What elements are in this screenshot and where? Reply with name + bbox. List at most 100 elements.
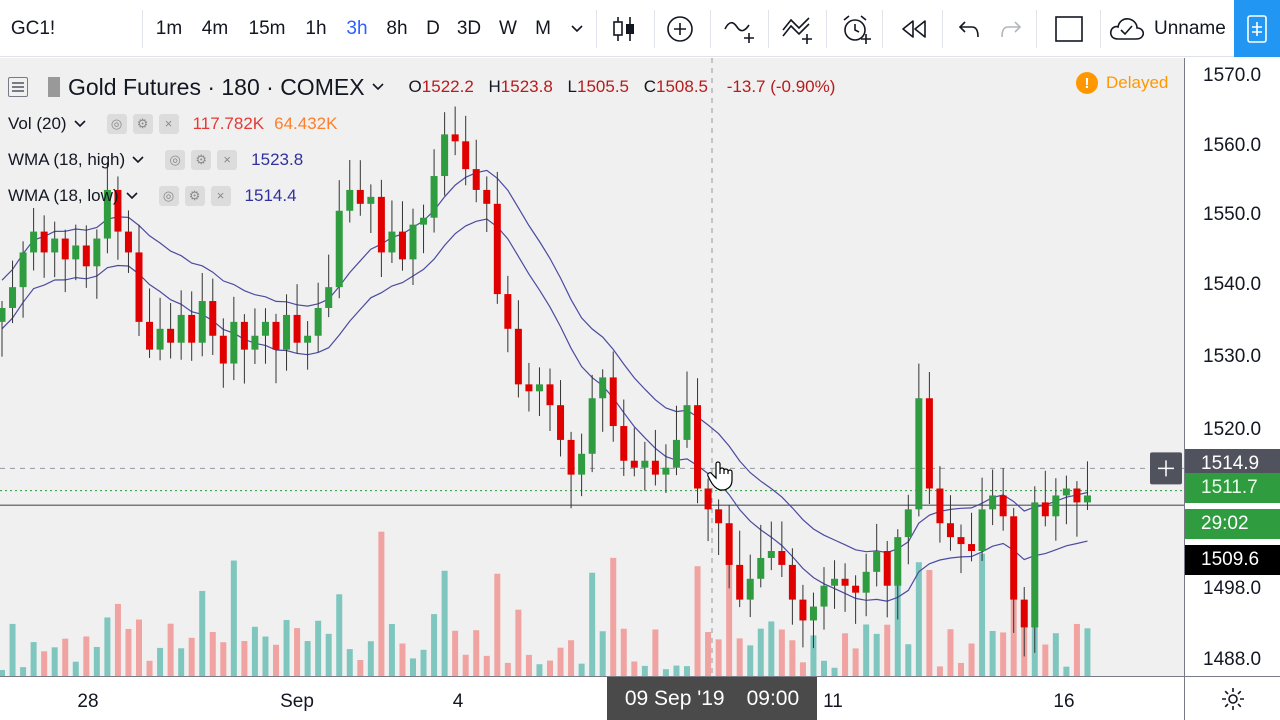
price-tick-label: 1530.0 bbox=[1203, 346, 1262, 367]
volume-bar bbox=[578, 663, 585, 676]
interval-W-button[interactable]: W bbox=[492, 0, 524, 57]
interval-3D-button[interactable]: 3D bbox=[450, 0, 488, 57]
volume-bar bbox=[114, 603, 121, 676]
interval-3h-button[interactable]: 3h bbox=[338, 0, 376, 57]
replay-button[interactable] bbox=[890, 0, 938, 57]
price-scale[interactable]: 1570.0 1560.0 1550.0 1540.0 1530.0 1520.… bbox=[1184, 58, 1280, 676]
volume-bar bbox=[473, 630, 480, 676]
wma-high-line bbox=[1, 169, 1088, 554]
fullscreen-button[interactable] bbox=[1046, 0, 1092, 57]
settings-icon[interactable]: ⚙ bbox=[132, 114, 153, 134]
undo-button[interactable] bbox=[950, 0, 988, 57]
interval-label: 8h bbox=[386, 17, 408, 39]
time-tick-label: 16 bbox=[1053, 691, 1075, 712]
interval-dropdown-button[interactable] bbox=[564, 0, 590, 57]
volume-bar bbox=[125, 628, 132, 676]
wma-low-line bbox=[1, 218, 1088, 602]
bar-countdown-label: 29:02 bbox=[1185, 509, 1280, 539]
volume-bar bbox=[589, 572, 596, 676]
volume-bar bbox=[652, 629, 659, 676]
interval-8h-button[interactable]: 8h bbox=[378, 0, 416, 57]
settings-icon[interactable]: ⚙ bbox=[184, 186, 205, 206]
price-tick-label: 1540.0 bbox=[1203, 274, 1262, 295]
price-tick-label: 1520.0 bbox=[1203, 419, 1262, 440]
wma-high-label[interactable]: WMA (18, high) bbox=[8, 150, 126, 169]
candle-up bbox=[0, 307, 6, 322]
volume-bar bbox=[178, 648, 185, 676]
chevron-down-icon[interactable] bbox=[73, 119, 87, 129]
settings-icon[interactable]: ⚙ bbox=[191, 150, 212, 170]
chart-settings-button[interactable] bbox=[1184, 676, 1280, 720]
volume-bar bbox=[51, 647, 58, 676]
financials-button[interactable] bbox=[776, 0, 820, 57]
alert-button[interactable] bbox=[834, 0, 878, 57]
volume-bar bbox=[315, 620, 322, 676]
candle-up bbox=[346, 189, 354, 211]
plus-icon bbox=[1158, 460, 1174, 477]
visibility-icon[interactable]: ◎ bbox=[158, 186, 179, 206]
volume-bar bbox=[1073, 623, 1080, 676]
interval-1m-button[interactable]: 1m bbox=[148, 0, 190, 57]
volume-bar bbox=[0, 670, 5, 676]
chevron-down-icon[interactable] bbox=[131, 155, 145, 165]
close-icon[interactable]: × bbox=[158, 114, 179, 134]
change-value: -13.7 (-0.90%) bbox=[726, 77, 836, 96]
candle-down bbox=[82, 245, 90, 267]
chevron-down-icon[interactable] bbox=[125, 191, 139, 201]
volume-bar bbox=[958, 662, 964, 676]
visibility-icon[interactable]: ◎ bbox=[165, 150, 186, 170]
symbol-label: GC1! bbox=[10, 17, 56, 39]
interval-15m-button[interactable]: 15m bbox=[242, 0, 292, 57]
save-layout-button[interactable]: Unname bbox=[1106, 0, 1246, 57]
candle-up bbox=[367, 196, 375, 204]
time-tick-label: Sep bbox=[280, 691, 314, 712]
price-chart[interactable] bbox=[0, 58, 1184, 676]
interval-D-button[interactable]: D bbox=[420, 0, 446, 57]
interval-4m-button[interactable]: 4m bbox=[194, 0, 236, 57]
volume-bar bbox=[873, 633, 880, 676]
delayed-badge[interactable]: ! Delayed bbox=[1076, 72, 1168, 94]
candle-down bbox=[483, 189, 491, 204]
volume-bar bbox=[9, 623, 16, 676]
series-title[interactable]: Gold Futures · 180 · COMEX bbox=[68, 73, 365, 100]
legend-volume: Vol (20) ◎ ⚙ × 117.782K 64.432K bbox=[8, 109, 337, 139]
chevron-down-icon[interactable] bbox=[371, 82, 385, 92]
candle-down bbox=[609, 377, 617, 427]
wma-low-label[interactable]: WMA (18, low) bbox=[8, 186, 119, 205]
time-scale[interactable]: 28 Sep 4 09 Sep '19 09:00 11 16 bbox=[0, 676, 1184, 720]
price-tick-label: 1570.0 bbox=[1203, 65, 1262, 86]
rewind-icon bbox=[902, 19, 926, 38]
close-icon[interactable]: × bbox=[210, 186, 231, 206]
volume-bar bbox=[568, 640, 575, 676]
flag-icon[interactable] bbox=[48, 77, 60, 97]
candle-down bbox=[799, 599, 807, 621]
indicators-button[interactable] bbox=[718, 0, 762, 57]
price-tick-label: 1550.0 bbox=[1203, 204, 1262, 225]
object-tree-button[interactable] bbox=[1234, 0, 1280, 57]
volume-bar bbox=[420, 649, 427, 676]
interval-1h-button[interactable]: 1h bbox=[296, 0, 336, 57]
symbol-search-button[interactable]: GC1! bbox=[0, 0, 66, 57]
interval-label: D bbox=[426, 17, 440, 39]
redo-button[interactable] bbox=[992, 0, 1030, 57]
candle-down bbox=[462, 141, 470, 170]
volume-bar bbox=[936, 666, 943, 676]
volume-bar bbox=[968, 643, 975, 676]
volume-bar bbox=[715, 639, 722, 676]
visibility-icon[interactable]: ◎ bbox=[106, 114, 127, 134]
volume-indicator-label[interactable]: Vol (20) bbox=[8, 114, 67, 133]
candle-up bbox=[1062, 488, 1070, 496]
redo-icon bbox=[1001, 20, 1022, 37]
compare-button[interactable] bbox=[660, 0, 700, 57]
close-icon[interactable]: × bbox=[217, 150, 238, 170]
candle-up bbox=[198, 301, 206, 343]
chart-pane[interactable]: Gold Futures · 180 · COMEX O1522.2 H1523… bbox=[0, 58, 1184, 676]
interval-label: 1h bbox=[305, 17, 327, 39]
volume-bar bbox=[915, 562, 922, 676]
collapse-legend-icon[interactable] bbox=[8, 77, 28, 97]
interval-M-button[interactable]: M bbox=[526, 0, 560, 57]
volume-bar bbox=[62, 638, 69, 676]
interval-label: 3h bbox=[346, 17, 368, 39]
square-icon bbox=[1055, 15, 1083, 42]
chart-type-button[interactable] bbox=[604, 0, 644, 57]
